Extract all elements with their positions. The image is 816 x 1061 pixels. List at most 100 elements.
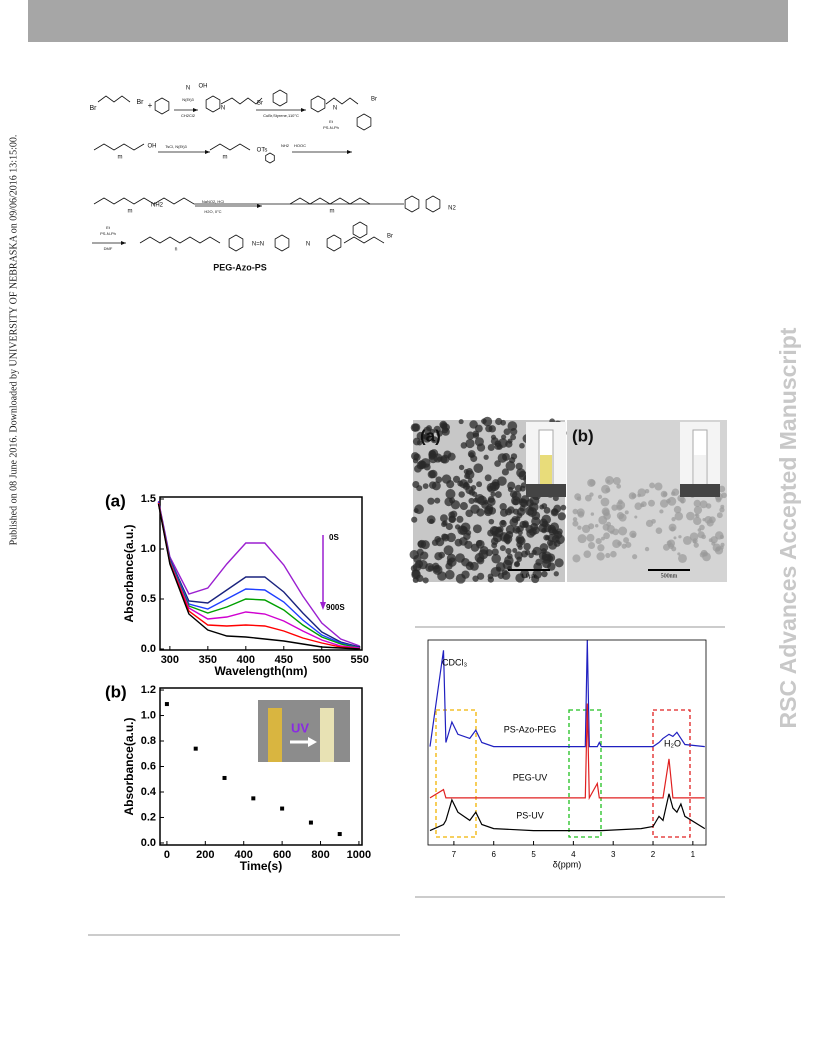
particle	[487, 495, 495, 503]
particle	[426, 515, 436, 525]
particle	[667, 496, 677, 506]
particle	[450, 510, 458, 518]
particle	[597, 494, 603, 499]
particle	[692, 539, 697, 544]
particle	[677, 552, 681, 556]
x-axis-label: Time(s)	[240, 859, 282, 873]
particle	[541, 503, 548, 509]
particle	[572, 520, 579, 527]
bond	[93, 197, 404, 205]
particle	[576, 496, 582, 501]
particle	[634, 515, 638, 519]
particle	[510, 434, 517, 441]
scheme-label: Br	[137, 99, 145, 106]
benzene-ring	[425, 195, 441, 213]
x-tick-label: 3	[611, 850, 616, 859]
scheme-label: Br	[387, 234, 393, 240]
particle	[711, 541, 716, 546]
particle	[441, 533, 448, 540]
particle	[464, 540, 473, 550]
legend-label: PS-Azo-PEG	[504, 724, 557, 734]
absorbance-curve	[157, 501, 360, 649]
scheme-label: N	[221, 106, 225, 112]
particle	[547, 562, 556, 571]
benzene-ring	[205, 95, 221, 113]
particle	[714, 546, 724, 555]
particle	[420, 551, 429, 560]
scheme-label: Br	[90, 105, 98, 112]
particle	[455, 553, 465, 563]
particle	[459, 502, 468, 511]
particle	[437, 571, 447, 581]
particle	[621, 543, 627, 549]
bond	[209, 143, 251, 151]
particle	[505, 547, 512, 555]
particle	[472, 430, 480, 437]
plot-frame	[159, 496, 363, 651]
particle	[503, 428, 511, 436]
particle	[706, 519, 714, 527]
particle	[624, 510, 629, 515]
scheme-label: N=N	[252, 242, 264, 248]
particle	[606, 479, 610, 483]
particle	[466, 431, 475, 440]
particle	[463, 481, 469, 488]
particle	[693, 499, 701, 508]
particle	[458, 464, 465, 471]
particle	[519, 442, 525, 449]
particle	[476, 508, 485, 517]
particle	[603, 532, 610, 540]
scheme-label: Br	[371, 97, 377, 103]
scheme-label: m	[118, 155, 123, 161]
particle	[500, 520, 506, 526]
particle	[432, 562, 440, 570]
scheme-label: n	[175, 246, 178, 252]
arrow-head	[193, 108, 198, 112]
particle	[511, 515, 519, 524]
particle	[413, 453, 421, 461]
particle	[686, 511, 695, 521]
particle	[447, 452, 456, 461]
header-bar	[28, 0, 788, 42]
data-point	[222, 775, 227, 780]
x-tick-label: 350	[199, 654, 217, 666]
annotation: 900S	[326, 603, 345, 612]
bond	[220, 97, 263, 105]
particle	[435, 476, 443, 483]
scheme-label: H2O, 0°C	[204, 209, 221, 214]
particle	[502, 453, 510, 461]
scheme-label: Et	[106, 225, 111, 230]
x-tick-label: 500	[313, 654, 331, 666]
scheme-label: OH	[199, 84, 208, 90]
particle	[577, 525, 582, 530]
bond	[325, 97, 359, 105]
particle	[507, 481, 516, 490]
x-axis-label: δ(ppm)	[553, 859, 582, 869]
particle	[594, 524, 599, 528]
x-tick-label: 4	[571, 850, 576, 859]
particle	[445, 489, 456, 500]
y-axis-label: Absorbance(a.u.)	[122, 717, 136, 815]
particle	[481, 418, 487, 424]
particle	[483, 454, 489, 460]
particle	[501, 468, 509, 476]
bond	[139, 236, 221, 244]
inset-label: UV	[291, 720, 309, 735]
y-tick-label: 1.5	[141, 493, 156, 505]
scheme-label: DMF	[104, 246, 113, 251]
particle	[426, 425, 432, 432]
x-tick-label: 2	[651, 850, 656, 859]
vial-base	[680, 484, 720, 497]
y-tick-label: 0.5	[141, 593, 156, 605]
scheme-label: Et	[329, 119, 334, 124]
particle	[500, 419, 506, 426]
particle	[520, 482, 527, 489]
data-point	[164, 702, 169, 707]
particle	[512, 547, 518, 553]
benzene-ring	[352, 221, 368, 239]
particle	[490, 491, 496, 497]
particle	[417, 540, 424, 548]
particle	[423, 432, 431, 441]
particle	[428, 481, 437, 489]
